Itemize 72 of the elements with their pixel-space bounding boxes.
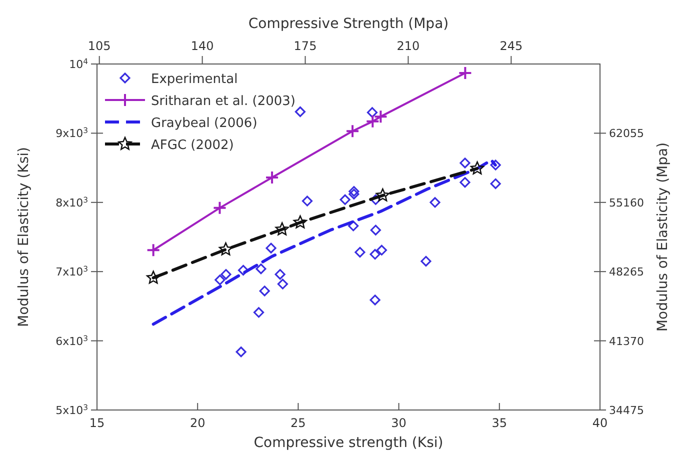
point — [265, 170, 280, 184]
point — [376, 188, 390, 202]
point — [256, 264, 266, 274]
point — [458, 66, 472, 80]
x2-tick-label: 210 — [396, 39, 420, 53]
point — [218, 242, 233, 256]
point — [370, 249, 380, 260]
point — [146, 270, 160, 284]
y-tick-label: 7x10$^{3}$ — [56, 264, 88, 279]
point — [220, 269, 232, 280]
legend-label: Experimental — [151, 72, 238, 87]
point — [374, 110, 388, 124]
point — [366, 107, 378, 118]
legend-label: Sritharan et al. (2003) — [151, 94, 296, 109]
x2-tick-label: 140 — [190, 39, 214, 53]
y2-tick-label: 41370 — [609, 334, 644, 348]
y2-tick-label: 55160 — [609, 196, 644, 210]
y-tick-label: 9x10$^{3}$ — [56, 126, 88, 140]
point — [277, 278, 288, 290]
x2-tick-label: 175 — [294, 39, 317, 53]
point — [370, 224, 381, 236]
point — [490, 178, 501, 190]
x-tick-label: 25 — [290, 416, 306, 430]
point — [460, 177, 470, 188]
point — [460, 158, 470, 168]
point — [253, 307, 264, 318]
x-tick-label: 30 — [391, 416, 406, 430]
point — [490, 160, 501, 170]
y2-tick-label: 62055 — [609, 127, 644, 140]
point — [275, 222, 289, 236]
point — [370, 194, 381, 205]
point — [430, 197, 440, 208]
point — [259, 286, 270, 296]
y-axis-title: Modulus of Elasticity (Ksi) — [16, 147, 32, 327]
point — [146, 243, 160, 258]
point — [470, 161, 484, 174]
point — [266, 242, 276, 254]
point — [370, 294, 380, 306]
x-tick-label: 20 — [190, 416, 206, 430]
point — [340, 194, 350, 205]
legend-label: Graybeal (2006) — [151, 116, 258, 131]
y-tick-label: 5x10$^{3}$ — [56, 402, 88, 417]
y2-axis-title: Modulus of Elasticity (Mpa) — [655, 142, 671, 332]
x-tick-label: 35 — [492, 416, 508, 430]
point — [214, 274, 226, 286]
point — [376, 244, 387, 256]
point — [294, 106, 306, 118]
point — [354, 246, 366, 258]
y-tick-label: 6x10$^{3}$ — [56, 333, 88, 348]
y-tick-label: 8x10$^{3}$ — [56, 194, 88, 210]
point — [348, 188, 360, 200]
x2-tick-label: 245 — [500, 39, 523, 53]
y2-tick-label: 48265 — [609, 266, 644, 279]
x-axis-title: Compressive strength (Ksi) — [254, 435, 444, 451]
x-tick-label: 15 — [89, 416, 105, 430]
point — [348, 186, 360, 197]
point — [236, 346, 246, 358]
x-tick-label: 40 — [592, 416, 608, 430]
y-tick-label: 10$^{4}$ — [69, 56, 88, 71]
point — [238, 264, 249, 276]
point — [366, 114, 380, 128]
point — [274, 269, 286, 280]
x2-tick-label: 105 — [88, 39, 111, 53]
point — [293, 215, 308, 228]
y2-tick-label: 34475 — [609, 404, 644, 417]
point — [348, 220, 359, 232]
legend-label: AFGC (2002) — [151, 138, 234, 153]
point — [302, 196, 313, 206]
x2-axis-title: Compressive Strength (Mpa) — [248, 16, 449, 32]
point — [346, 124, 360, 138]
point — [212, 200, 227, 215]
point — [420, 256, 432, 267]
